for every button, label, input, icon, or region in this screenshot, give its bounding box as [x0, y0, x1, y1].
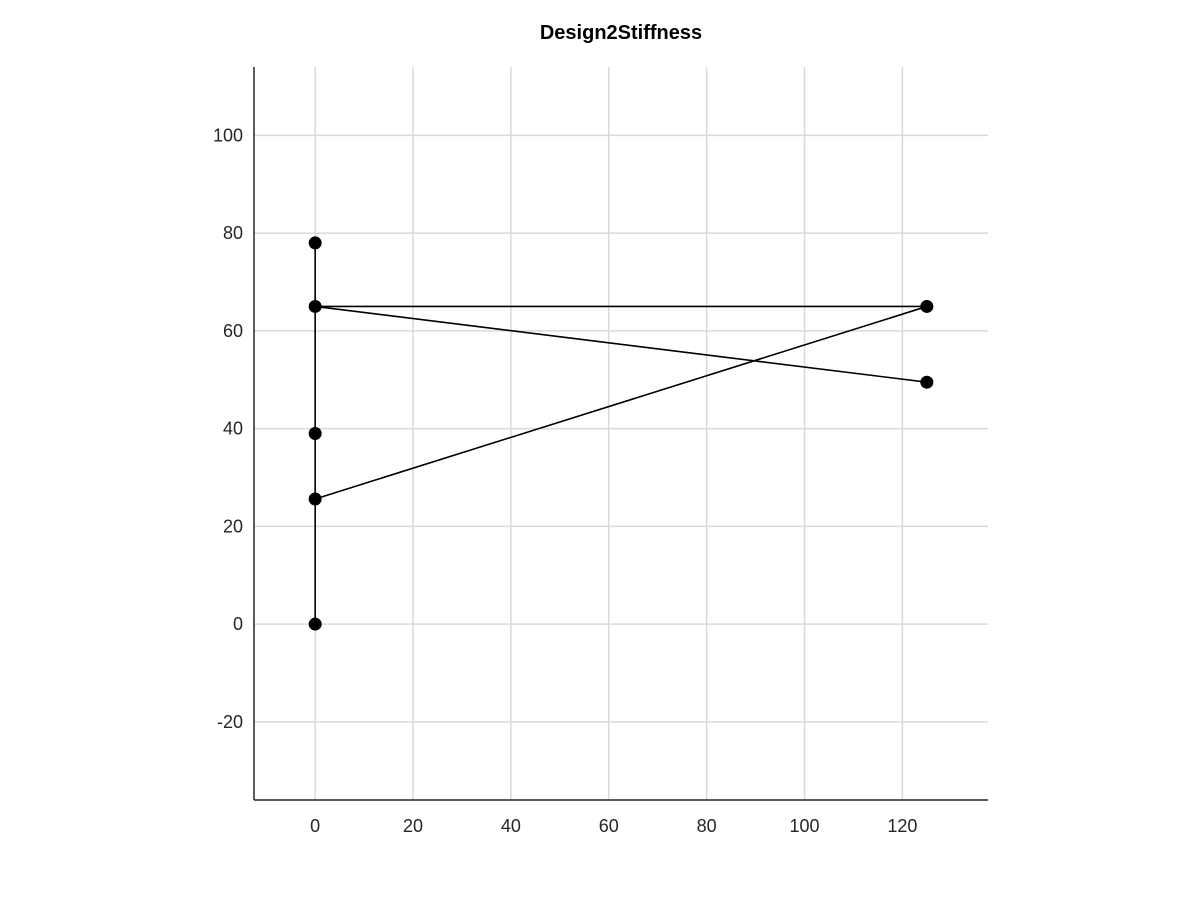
- y-tick-label: 80: [223, 223, 243, 243]
- node-marker: [308, 492, 322, 506]
- x-tick-label: 0: [310, 816, 320, 836]
- chart-title: Design2Stiffness: [539, 22, 703, 44]
- x-tick-label: 100: [789, 816, 819, 836]
- y-tick-label: -20: [217, 712, 243, 732]
- x-tick-label: 80: [697, 816, 717, 836]
- x-tick-label: 60: [599, 816, 619, 836]
- member-line: [314, 305, 928, 500]
- x-tick-label: 40: [501, 816, 521, 836]
- y-tick-label: 20: [223, 516, 243, 536]
- node-marker: [308, 299, 322, 313]
- y-tick-label: 40: [223, 419, 243, 439]
- y-tick-label: 100: [213, 125, 243, 145]
- nodes: [308, 236, 934, 631]
- node-marker: [920, 299, 934, 313]
- x-tick-label: 20: [403, 816, 423, 836]
- x-tick-label: 120: [887, 816, 917, 836]
- node-marker: [920, 375, 934, 389]
- y-tick-label: 0: [233, 614, 243, 634]
- axes: [253, 67, 988, 801]
- tick-labels: 0 20 40 60 80 100 120 -20 0 20 40 60 80 100: [213, 125, 917, 836]
- member-line: [315, 305, 927, 383]
- node-marker: [308, 236, 322, 250]
- y-tick-label: 60: [223, 321, 243, 341]
- grid-lines: [254, 67, 988, 800]
- members: [314, 242, 928, 625]
- node-marker: [308, 427, 322, 440]
- node-marker: [308, 617, 322, 631]
